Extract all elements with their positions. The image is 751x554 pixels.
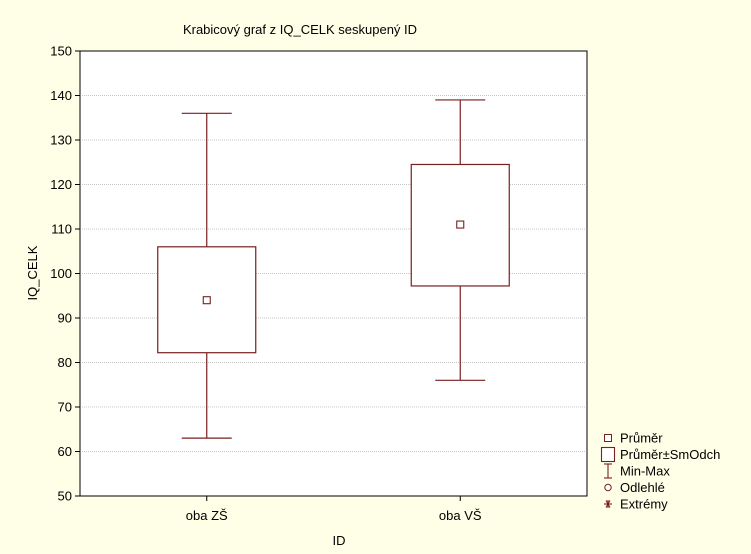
x-tick-label: oba ZŠ [186,508,228,523]
x-axis: oba ZŠ oba VŠ [186,496,482,523]
y-tick-label: 150 [50,44,72,59]
legend-extreme-icon [604,500,612,508]
legend-item: Min-Max [604,463,670,479]
legend-box-icon [600,446,616,463]
box-1 [157,112,257,439]
y-tick-label: 90 [58,311,72,326]
y-tick-label: 80 [58,355,72,370]
y-tick-label: 110 [51,222,72,237]
y-tick-label: 60 [58,444,72,459]
y-tick-label: 50 [58,489,72,504]
y-tick-label: 130 [50,133,72,148]
legend-mean-icon [604,434,612,442]
legend-label: Extrémy [620,497,668,512]
x-tick-label: oba VŠ [439,508,482,523]
mean-marker [456,220,465,229]
legend-label: Průměr [620,431,663,446]
legend-outlier-icon [604,483,612,492]
legend-item: Extrémy [604,497,668,512]
legend-label: Průměr±SmOdch [620,447,720,462]
legend-label: Odlehlé [620,480,665,495]
legend-item: Odlehlé [604,480,665,495]
y-tick-label: 120 [50,177,72,192]
legend-item: Průměr±SmOdch [600,446,720,463]
boxes [157,99,510,439]
y-tick-label: 70 [58,400,72,415]
legend-label: Min-Max [620,464,670,479]
box-2 [410,99,510,381]
y-axis: 50 60 70 80 90 100 110 120 130 140 150 [50,44,80,504]
x-axis-label: ID [333,533,346,548]
mean-marker [202,296,211,305]
y-axis-label: IQ_CELK [25,245,40,300]
y-tick-label: 100 [50,266,72,281]
chart-title: Krabicový graf z IQ_CELK seskupený ID [183,22,417,37]
legend-item: Průměr [604,431,663,446]
y-tick-label: 140 [50,88,72,103]
